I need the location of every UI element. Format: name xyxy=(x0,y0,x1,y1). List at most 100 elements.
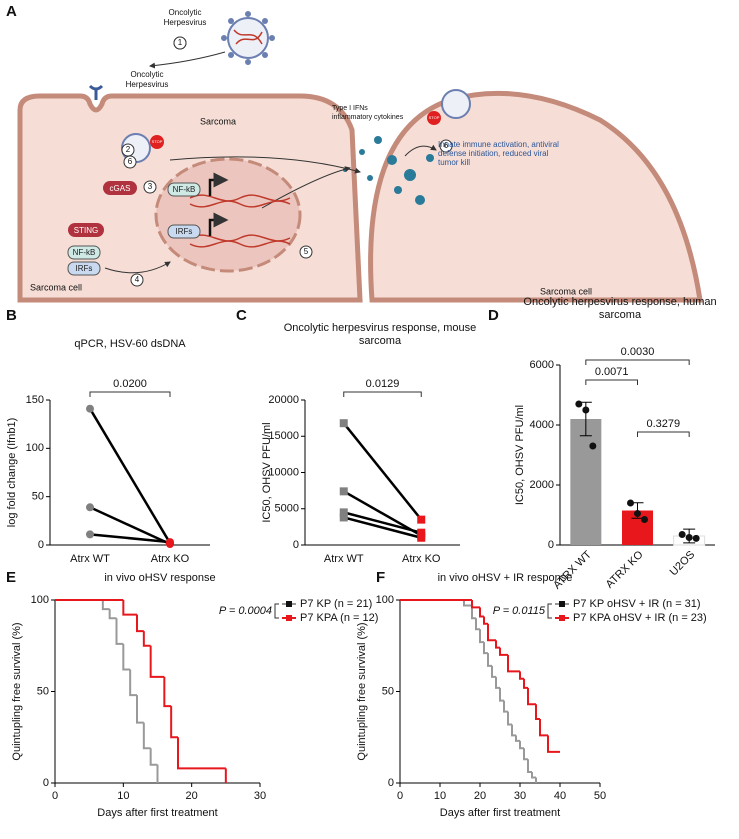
step-badge xyxy=(299,245,313,259)
promoter xyxy=(208,172,229,196)
panel-letter: A xyxy=(6,3,17,20)
p-value: 0.0030 xyxy=(621,346,655,358)
survival-step xyxy=(163,676,172,708)
survival-step xyxy=(149,748,158,766)
virus-label: Oncolytic Herpesvirus xyxy=(163,8,207,27)
point xyxy=(86,530,94,539)
pill xyxy=(68,223,104,237)
chart-title: Oncolytic herpesvirus response, mouse sa… xyxy=(283,322,477,347)
x-tick-label: ATRX WT xyxy=(551,548,594,591)
dna xyxy=(189,194,291,208)
y-tick-label: 50 xyxy=(382,685,394,697)
p-value: 0.3279 xyxy=(647,418,681,430)
point xyxy=(339,508,348,517)
survival-step xyxy=(115,618,124,645)
survival-step xyxy=(507,711,512,726)
bracket xyxy=(637,431,690,437)
step-number: 2 xyxy=(126,145,131,154)
p-value: P = 0.0115 xyxy=(493,605,546,617)
survival-step xyxy=(483,616,488,625)
pair-line xyxy=(89,533,171,544)
virus-cell xyxy=(441,89,471,119)
x-tick-label: Atrx KO xyxy=(402,553,441,565)
cytokines xyxy=(343,136,434,205)
point xyxy=(417,528,426,537)
survival-step xyxy=(487,623,496,642)
survival-step xyxy=(122,600,137,616)
survival-step xyxy=(101,600,110,611)
survival-step xyxy=(136,695,144,724)
point xyxy=(339,419,348,428)
panel-letter: C xyxy=(236,307,247,324)
survival-step xyxy=(471,605,476,620)
survival-step xyxy=(535,704,540,720)
x-tick-label: 50 xyxy=(594,790,606,802)
p-value: 0.0200 xyxy=(113,378,147,390)
survival-step xyxy=(519,671,524,680)
survival-step xyxy=(523,748,528,761)
p-bracket xyxy=(547,603,552,619)
y-tick-label: 0 xyxy=(388,777,394,789)
point xyxy=(339,487,348,496)
survival-step xyxy=(475,618,480,631)
legend-label: P7 KPA oHSV + IR (n = 23) xyxy=(573,612,707,624)
p-value: 0.0071 xyxy=(595,366,629,378)
survival-step xyxy=(539,718,548,737)
y-axis-label: IC50, OHSV PFU/ml xyxy=(514,405,526,505)
survival-step xyxy=(170,706,178,739)
p-value: P = 0.0004 xyxy=(219,605,272,617)
step-badge xyxy=(439,139,453,153)
pair-line xyxy=(88,408,172,544)
x-tick-label: U2OS xyxy=(668,549,698,579)
virus-top xyxy=(221,11,275,65)
point xyxy=(678,531,686,538)
step-number: 6 xyxy=(128,157,133,166)
survival-step xyxy=(122,643,131,671)
y-axis-label: Quintupling free survival (%) xyxy=(11,622,23,760)
pair-line xyxy=(343,516,422,539)
virus-label: Oncolytic Herpesvirus xyxy=(125,70,169,89)
stop-sign xyxy=(427,111,441,125)
point xyxy=(634,510,641,517)
p-bracket xyxy=(274,603,279,619)
step-number: 1 xyxy=(178,38,183,47)
survival-step xyxy=(511,724,516,737)
x-tick-label: 0 xyxy=(397,790,403,802)
nucleus xyxy=(154,157,302,273)
step-badge xyxy=(130,273,144,287)
pill xyxy=(103,181,137,195)
y-tick-label: 4000 xyxy=(530,419,554,431)
survival-step xyxy=(547,735,560,753)
x-tick-label: Atrx KO xyxy=(151,553,190,565)
panel-letter: F xyxy=(376,569,385,586)
panel-letter: E xyxy=(6,569,16,586)
label: STOP xyxy=(152,139,163,144)
legend-label: P7 KP (n = 21) xyxy=(300,598,372,610)
survival-step xyxy=(136,614,144,633)
survival-step xyxy=(483,642,488,655)
legend-label: P7 KP oHSV + IR (n = 31) xyxy=(573,598,701,610)
y-tick-label: 10000 xyxy=(268,466,299,478)
pill xyxy=(167,182,201,197)
cytokine-label: Type I IFNs inflammatory cytokines xyxy=(332,105,404,121)
bracket xyxy=(585,379,638,385)
chart-title: in vivo oHSV response xyxy=(104,572,216,584)
legend-label: P7 KPA (n = 12) xyxy=(300,612,378,624)
y-tick-label: 0 xyxy=(548,539,554,551)
pill xyxy=(167,224,201,239)
survival-step xyxy=(149,645,165,678)
survival-step xyxy=(463,600,472,607)
receptor xyxy=(88,84,104,100)
label: NF-kB xyxy=(173,185,196,194)
point xyxy=(641,516,648,523)
label: Sarcoma xyxy=(200,116,236,126)
point xyxy=(685,534,693,541)
point xyxy=(86,404,94,413)
y-tick-label: 0 xyxy=(43,777,49,789)
point xyxy=(339,513,348,522)
label: STOP xyxy=(429,115,440,120)
point xyxy=(166,538,174,547)
pill xyxy=(67,261,101,276)
x-tick-label: 30 xyxy=(254,790,266,802)
